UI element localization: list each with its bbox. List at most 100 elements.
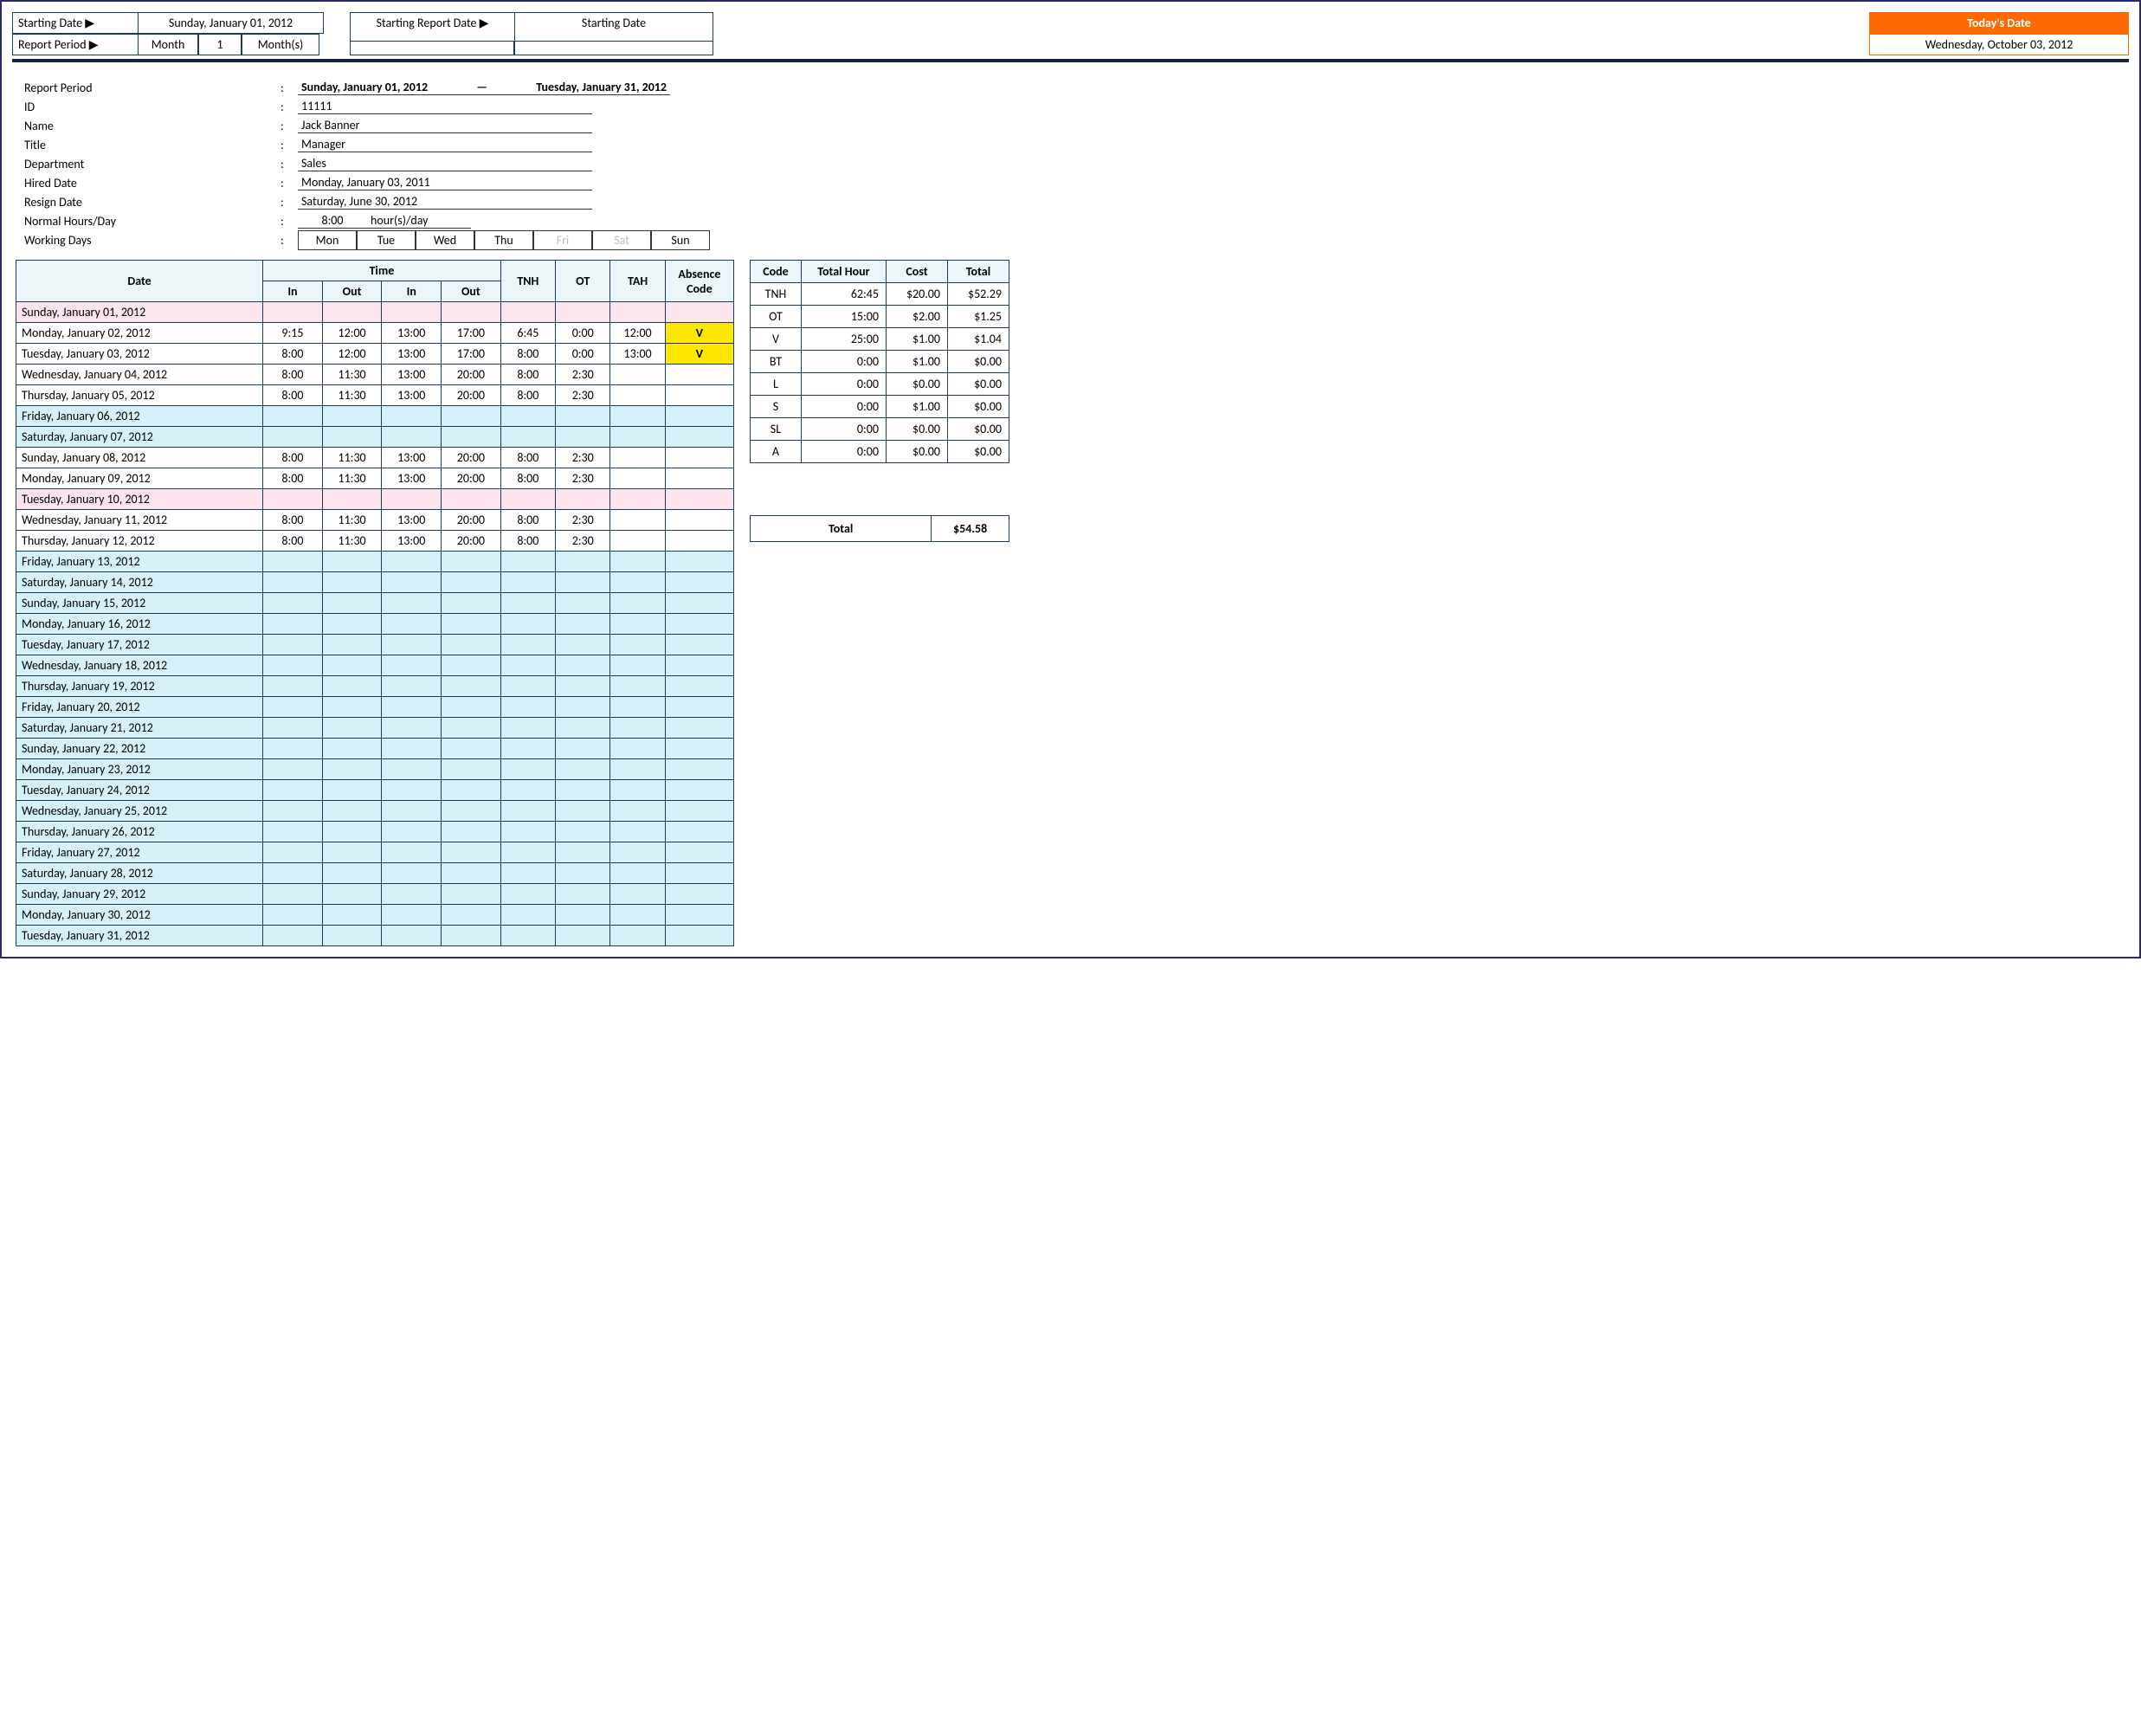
cell-out2[interactable] xyxy=(442,552,501,572)
cell-ot[interactable] xyxy=(556,739,610,759)
cell-abs[interactable] xyxy=(665,406,733,427)
cell-abs[interactable] xyxy=(665,593,733,614)
cell-tah[interactable] xyxy=(610,593,665,614)
cell-in2[interactable] xyxy=(382,552,442,572)
cell-out1[interactable] xyxy=(322,842,382,863)
cell-out1[interactable]: 12:00 xyxy=(322,323,382,344)
cell-abs[interactable] xyxy=(665,302,733,323)
cell-tnh[interactable] xyxy=(500,552,555,572)
cell-tnh[interactable] xyxy=(500,884,555,905)
cell-tnh[interactable] xyxy=(500,822,555,842)
cell-in1[interactable] xyxy=(263,863,323,884)
info-id-value[interactable]: 11111 xyxy=(298,99,592,114)
cell-in2[interactable]: 13:00 xyxy=(382,448,442,468)
cell-tnh[interactable] xyxy=(500,926,555,946)
cell-tah[interactable] xyxy=(610,427,665,448)
cell-out2[interactable] xyxy=(442,302,501,323)
cell-abs[interactable] xyxy=(665,780,733,801)
cell-tnh[interactable] xyxy=(500,302,555,323)
cell-out1[interactable] xyxy=(322,926,382,946)
info-name-value[interactable]: Jack Banner xyxy=(298,118,592,133)
cell-tnh[interactable] xyxy=(500,905,555,926)
cell-in1[interactable] xyxy=(263,572,323,593)
cell-in2[interactable] xyxy=(382,697,442,718)
cell-in2[interactable] xyxy=(382,842,442,863)
cell-out1[interactable]: 12:00 xyxy=(322,344,382,365)
cell-out2[interactable] xyxy=(442,926,501,946)
cell-in1[interactable] xyxy=(263,842,323,863)
cell-in1[interactable]: 9:15 xyxy=(263,323,323,344)
cell-out2[interactable] xyxy=(442,572,501,593)
cell-out1[interactable] xyxy=(322,427,382,448)
cell-abs[interactable] xyxy=(665,572,733,593)
cell-in1[interactable] xyxy=(263,489,323,510)
wd-mon[interactable]: Mon xyxy=(298,230,357,250)
cell-tah[interactable] xyxy=(610,510,665,531)
cell-tnh[interactable] xyxy=(500,801,555,822)
cell-tnh[interactable]: 8:00 xyxy=(500,365,555,385)
cell-out2[interactable] xyxy=(442,655,501,676)
cell-tnh[interactable]: 8:00 xyxy=(500,344,555,365)
cell-out1[interactable] xyxy=(322,406,382,427)
cell-tnh[interactable] xyxy=(500,863,555,884)
cell-ot[interactable] xyxy=(556,489,610,510)
cell-abs[interactable] xyxy=(665,468,733,489)
cell-abs[interactable] xyxy=(665,365,733,385)
cell-tah[interactable] xyxy=(610,468,665,489)
cell-tah[interactable] xyxy=(610,655,665,676)
cell-abs[interactable] xyxy=(665,884,733,905)
cell-ot[interactable] xyxy=(556,780,610,801)
cell-out1[interactable] xyxy=(322,302,382,323)
cell-out1[interactable] xyxy=(322,739,382,759)
cell-in1[interactable] xyxy=(263,905,323,926)
cell-ot[interactable]: 2:30 xyxy=(556,531,610,552)
cell-tah[interactable] xyxy=(610,822,665,842)
cell-ot[interactable] xyxy=(556,614,610,635)
cell-abs[interactable] xyxy=(665,635,733,655)
info-hired-value[interactable]: Monday, January 03, 2011 xyxy=(298,175,592,190)
cell-tnh[interactable] xyxy=(500,427,555,448)
cell-in2[interactable] xyxy=(382,884,442,905)
cell-tnh[interactable] xyxy=(500,842,555,863)
cell-abs[interactable] xyxy=(665,427,733,448)
cell-out1[interactable]: 11:30 xyxy=(322,365,382,385)
wd-thu[interactable]: Thu xyxy=(474,230,533,250)
cell-in2[interactable] xyxy=(382,759,442,780)
cell-tah[interactable] xyxy=(610,780,665,801)
cell-tnh[interactable] xyxy=(500,572,555,593)
cell-tah[interactable] xyxy=(610,365,665,385)
cell-ot[interactable] xyxy=(556,302,610,323)
cell-out2[interactable]: 17:00 xyxy=(442,323,501,344)
cell-out2[interactable] xyxy=(442,614,501,635)
cell-tah[interactable] xyxy=(610,406,665,427)
cell-in2[interactable]: 13:00 xyxy=(382,468,442,489)
cell-ot[interactable] xyxy=(556,926,610,946)
cell-in2[interactable] xyxy=(382,926,442,946)
cell-ot[interactable] xyxy=(556,905,610,926)
cell-tnh[interactable] xyxy=(500,489,555,510)
cell-tah[interactable] xyxy=(610,842,665,863)
cell-in1[interactable]: 8:00 xyxy=(263,385,323,406)
cell-in2[interactable] xyxy=(382,427,442,448)
cell-tah[interactable] xyxy=(610,676,665,697)
wd-sun[interactable]: Sun xyxy=(651,230,710,250)
cell-ot[interactable]: 2:30 xyxy=(556,448,610,468)
starting-date-value[interactable]: Sunday, January 01, 2012 xyxy=(138,12,324,34)
cell-tnh[interactable]: 8:00 xyxy=(500,510,555,531)
cell-out1[interactable] xyxy=(322,489,382,510)
cell-ot[interactable] xyxy=(556,427,610,448)
cell-out2[interactable] xyxy=(442,427,501,448)
cell-ot[interactable] xyxy=(556,884,610,905)
cell-abs[interactable] xyxy=(665,801,733,822)
wd-tue[interactable]: Tue xyxy=(357,230,416,250)
cell-out1[interactable] xyxy=(322,676,382,697)
cell-tah[interactable] xyxy=(610,884,665,905)
cell-tnh[interactable]: 8:00 xyxy=(500,468,555,489)
cell-ot[interactable] xyxy=(556,822,610,842)
cell-in2[interactable] xyxy=(382,718,442,739)
cell-abs[interactable] xyxy=(665,842,733,863)
cell-out2[interactable] xyxy=(442,822,501,842)
cell-in2[interactable]: 13:00 xyxy=(382,323,442,344)
cell-in1[interactable] xyxy=(263,759,323,780)
cell-abs[interactable] xyxy=(665,676,733,697)
